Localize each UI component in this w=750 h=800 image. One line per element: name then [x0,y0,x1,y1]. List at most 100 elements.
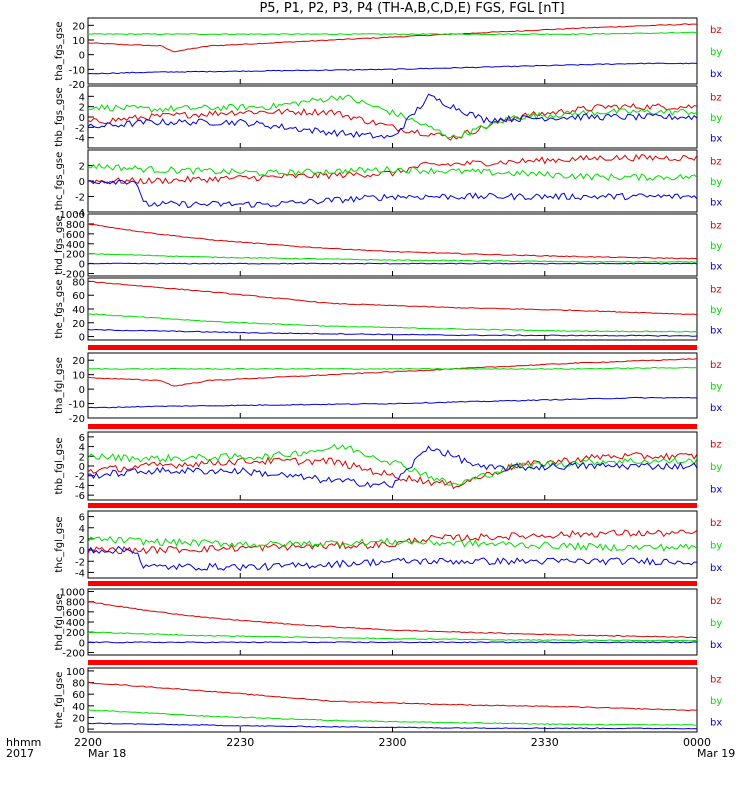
y-tick-label: -6 [75,491,85,502]
legend-by: by [710,462,722,473]
y-axis-label: the_fgs_gse [54,279,65,338]
y-axis-label: thc_fgl_gse [54,516,65,572]
series-line-bz [88,452,697,490]
series-line-by [88,443,697,486]
series-line-by [88,709,697,726]
x-tick-label: 0000 [683,736,711,749]
y-tick-label: -2 [75,557,85,568]
legend-by: by [710,241,722,252]
y-tick-label: -20 [69,80,85,91]
y-tick-label: 10 [72,36,85,47]
x-end-date: Mar 19 [697,747,735,760]
x-start-date: Mar 18 [88,747,126,760]
series-line-bx [88,93,697,139]
legend-bz: bz [710,518,722,529]
legend-bz: bz [710,220,722,231]
legend-bx: bx [710,563,722,574]
series-line-bx [88,328,697,337]
chart-title: P5, P1, P2, P3, P4 (TH-A,B,C,D,E) FGS, F… [259,1,564,16]
data-gap-band [88,424,697,429]
y-tick-label: 400 [66,618,85,629]
y-tick-label: -200 [62,648,85,659]
panel-tha_fgs_gse: 20 10 0 -10 -20 tha_fgs_gse bz by bx [54,17,722,91]
panel-frame [87,588,698,656]
y-tick-label: 40 [72,305,85,316]
y-tick-label: 2 [79,162,85,173]
y-tick-label: -4 [75,568,85,579]
y-tick-label: 60 [72,690,85,701]
panel-thb_fgs_gse: 420-2-4 thb_fgs_gse bz by bx [54,85,722,149]
y-tick-label: 0 [79,546,85,557]
y-tick-label: -4 [75,134,85,145]
y-tick-label: -2 [75,472,85,483]
series-line-by [88,366,697,370]
panel-tha_fgl_gse: 20 10 0 -10 -20 tha_fgl_gse bz by bx [54,345,722,425]
y-tick-label: 2 [79,535,85,546]
legend-bx: bx [710,134,722,145]
y-axis-label: thb_fgs_gse [54,87,65,146]
y-tick-label: 6 [79,513,85,524]
y-axis-label: thc_fgs_gse [54,152,65,211]
series-line-bz [88,529,697,555]
data-gap-band [88,660,697,665]
y-tick-label: -10 [69,400,85,411]
y-tick-label: 20 [72,713,85,724]
series-line-bx [88,396,697,409]
legend-by: by [710,382,722,393]
series-line-bz [88,601,697,639]
legend-bz: bz [710,25,722,36]
data-gap-band [88,345,697,350]
y-tick-label: 2 [79,103,85,114]
panel-the_fgs_gse: 80 60 40 20 0 the_fgs_gse bz by bx [54,277,722,343]
y-axis-label: tha_fgl_gse [54,357,65,414]
y-tick-label: -4 [75,481,85,492]
y-tick-label: 0 [79,385,85,396]
y-tick-label: 0 [79,333,85,344]
y-tick-label: 0 [79,177,85,188]
y-tick-label: 20 [72,319,85,330]
y-tick-label: 20 [72,21,85,32]
series-line-bx [88,641,697,644]
legend-bx: bx [710,69,722,80]
y-tick-label: -2 [75,123,85,134]
legend-bx: bx [710,485,722,496]
y-tick-label: 4 [79,92,85,103]
y-tick-label: -20 [69,414,85,425]
y-tick-label: 800 [66,220,85,231]
series-line-by [88,252,697,263]
y-tick-label: -4 [75,208,85,219]
legend-bz: bz [710,284,722,295]
legend-bx: bx [710,403,722,414]
series-line-by [88,31,697,36]
legend-bz: bz [710,360,722,371]
series-line-bz [88,223,697,260]
y-tick-label: 80 [72,679,85,690]
y-tick-label: 80 [72,277,85,288]
y-tick-label: 0 [79,113,85,124]
x-axis: hhmm 2017 Mar 18 Mar 19 2200 2230 2300 2330… [6,736,735,760]
y-tick-label: -2 [75,193,85,204]
series-line-bz [88,681,697,712]
x-tick-label: 2300 [379,736,407,749]
series-line-bx [88,62,697,75]
y-tick-label: 10 [72,371,85,382]
data-gap-band [88,581,697,586]
legend-by: by [710,541,722,552]
y-tick-label: 600 [66,230,85,241]
series-line-by [88,162,697,182]
legend-bz: bz [710,92,722,103]
y-tick-label: -10 [69,65,85,76]
y-tick-label: 40 [72,702,85,713]
y-tick-label: 2 [79,452,85,463]
y-tick-label: 4 [79,443,85,454]
series-line-bx [88,179,697,208]
panel-frame [87,431,698,501]
y-axis-label: thb_fgl_gse [54,438,65,495]
y-axis-label: tha_fgs_gse [54,21,65,80]
x-tick-label: 2230 [226,736,254,749]
legend-bx: bx [710,198,722,209]
